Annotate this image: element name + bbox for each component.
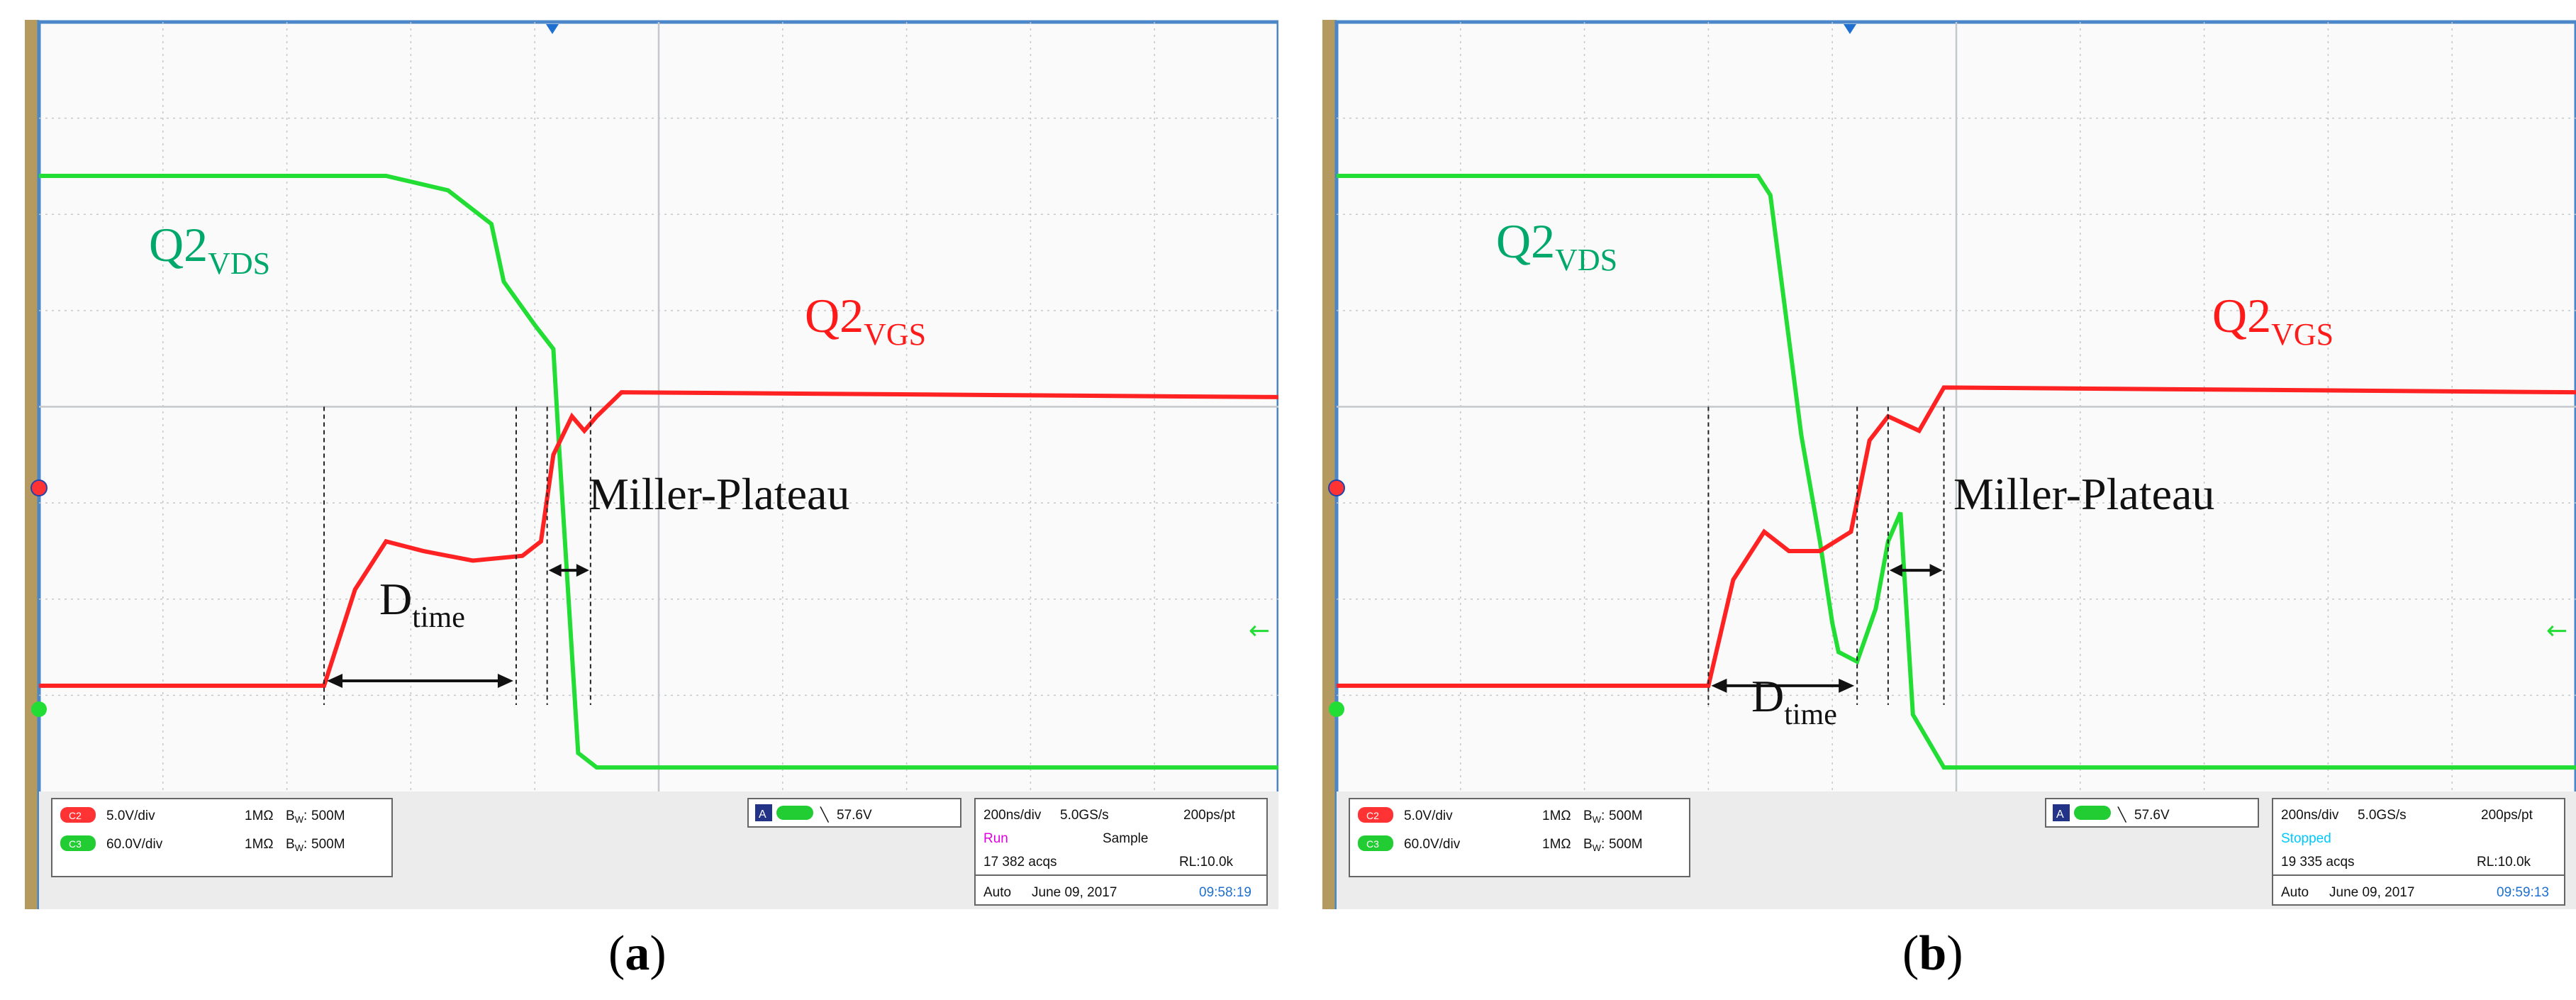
trigger-level-arrow: ←: [2546, 616, 2567, 645]
label-vds: Q2VDS: [1496, 214, 1617, 277]
ch3-ground-marker: [1329, 701, 1344, 717]
trigger-level-arrow: ←: [1249, 616, 1270, 645]
side-bar: [1322, 20, 1337, 909]
time: 09:58:19: [1199, 885, 1251, 900]
trigger-a-icon: [755, 804, 772, 821]
label-miller-plateau: Miller-Plateau: [1953, 469, 2214, 519]
ch3-ground-marker: [31, 701, 47, 717]
date: June 09, 2017: [2329, 885, 2414, 900]
trigger-source-badge: [2074, 806, 2111, 820]
label-vgs: Q2VGS: [2212, 289, 2334, 352]
record-length: RL:10.0k: [2477, 855, 2531, 870]
series-vds-trace: [39, 174, 1278, 770]
label-vgs: Q2VGS: [805, 289, 926, 352]
ch2-badge: [60, 807, 96, 823]
ch3-badge: [1358, 835, 1393, 851]
trigger-source-badge: [776, 806, 813, 820]
sample-rate: 5.0GS/s: [2358, 808, 2407, 823]
graticule: [1337, 22, 2576, 791]
label-miller-plateau: Miller-Plateau: [589, 469, 849, 519]
ch2-ground-marker: [1328, 479, 1345, 496]
oscilloscope-panel-b: ← Q2VDS Q2VGS Miller-Plateau Dtime C2 5.…: [1322, 20, 2576, 909]
channel-info-box: C2 5.0V/div 1MΩ BW: 500M C3 60.0V/div 1M…: [51, 798, 393, 877]
run-state: Run: [983, 831, 1008, 846]
ch3-badge: [60, 835, 96, 851]
label-dtime: Dtime: [1751, 671, 1837, 731]
sample-rate: 5.0GS/s: [1060, 808, 1109, 823]
time: 09:59:13: [2497, 885, 2549, 900]
acq-count: 17 382 acqs: [983, 855, 1057, 870]
timebase: 200ns/div: [2281, 808, 2339, 823]
ch2-bandwidth: 500M: [311, 809, 345, 823]
ch2-impedance: 1MΩ: [245, 809, 274, 823]
dtime-arrowhead-left: [1711, 678, 1727, 693]
series-vgs-trace: [39, 390, 1278, 688]
caption-a: (a): [608, 926, 667, 981]
ch2-impedance: 1MΩ: [1542, 809, 1571, 823]
trigger-info-box: A ╲ 57.6V: [747, 798, 961, 828]
resolution: 200ps/pt: [1183, 808, 1236, 823]
ch2-bandwidth: 500M: [1609, 809, 1643, 823]
ch3-impedance: 1MΩ: [1542, 837, 1571, 852]
trigger-level: 57.6V: [837, 808, 872, 823]
miller-arrowhead-left: [1889, 564, 1902, 577]
falling-edge-icon: ╲: [820, 806, 830, 823]
annotation-lines: [323, 406, 591, 705]
ch2-ground-marker: [30, 479, 48, 496]
ch3-scale: 60.0V/div: [106, 837, 163, 852]
ch2-badge-text: C2: [1366, 810, 1379, 821]
miller-arrowhead-right: [576, 564, 589, 577]
ch3-bandwidth: 500M: [1609, 837, 1643, 852]
falling-edge-icon: ╲: [2117, 806, 2127, 823]
trigger-a-icon: [2053, 804, 2070, 821]
date: June 09, 2017: [1032, 885, 1117, 900]
ch2-badge: [1358, 807, 1393, 823]
ch3-badge-text: C3: [1366, 838, 1379, 850]
resolution: 200ps/pt: [2481, 808, 2533, 823]
ch3-impedance: 1MΩ: [245, 837, 274, 852]
timebase: 200ns/div: [983, 808, 1042, 823]
record-length: RL:10.0k: [1179, 855, 1234, 870]
run-state: Stopped: [2281, 831, 2331, 846]
trigger-position-marker: [546, 24, 559, 34]
ch2-badge-text: C2: [69, 810, 82, 821]
side-bar: [25, 20, 39, 909]
acquisition-info-box: 200ns/div 5.0GS/s 200ps/pt Stopped 19 33…: [2272, 798, 2565, 906]
oscilloscope-panel-a: ← Q2VDS Q2VGS Miller-Plateau Dtime C2 5.…: [25, 20, 1278, 909]
ch3-badge-text: C3: [69, 838, 82, 850]
label-vds: Q2VDS: [149, 218, 270, 281]
dtime-arrowhead-right: [1839, 678, 1855, 693]
trigger-mode: Auto: [2281, 885, 2309, 900]
series-vgs-trace: [1337, 385, 2576, 688]
svg-text:A: A: [759, 809, 766, 821]
ch3-scale: 60.0V/div: [1404, 837, 1461, 852]
ch2-scale: 5.0V/div: [1404, 809, 1453, 823]
dtime-arrowhead-left: [327, 674, 343, 689]
miller-arrowhead-right: [1929, 564, 1943, 577]
dtime-arrowhead-right: [497, 674, 513, 689]
trigger-level: 57.6V: [2134, 808, 2170, 823]
acq-mode: Sample: [1103, 831, 1148, 846]
acq-count: 19 335 acqs: [2281, 855, 2355, 870]
miller-arrowhead-left: [548, 564, 562, 577]
label-dtime: Dtime: [379, 574, 465, 634]
acquisition-info-box: 200ns/div 5.0GS/s 200ps/pt Run Sample 17…: [974, 798, 1268, 906]
ch3-bandwidth: 500M: [311, 837, 345, 852]
trigger-mode: Auto: [983, 885, 1011, 900]
trigger-position-marker: [1844, 24, 1856, 34]
ch2-scale: 5.0V/div: [106, 809, 155, 823]
series-vds-trace: [1337, 174, 2576, 770]
channel-info-box: C2 5.0V/div 1MΩ BW: 500M C3 60.0V/div 1M…: [1349, 798, 1690, 877]
annotation-lines: [1707, 406, 1945, 705]
graticule: [39, 22, 1278, 791]
caption-b: (b): [1902, 926, 1963, 981]
svg-text:A: A: [2056, 809, 2064, 821]
trigger-info-box: A ╲ 57.6V: [2045, 798, 2259, 828]
